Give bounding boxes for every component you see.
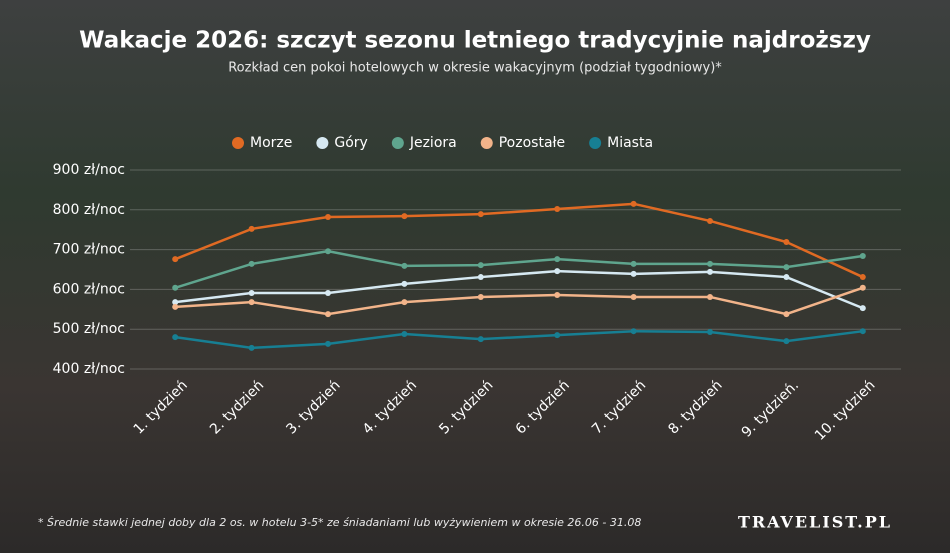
legend-label: Morze [250, 135, 292, 151]
data-point [477, 274, 484, 281]
data-point [248, 225, 255, 232]
data-point [630, 293, 637, 300]
data-point [630, 260, 637, 267]
series-line [174, 249, 863, 290]
data-point [401, 213, 408, 220]
data-point [630, 270, 637, 277]
data-point [783, 311, 790, 318]
data-point [554, 268, 561, 275]
data-point [477, 211, 484, 218]
data-point [783, 264, 790, 271]
data-point [325, 289, 331, 296]
data-point [248, 260, 255, 267]
legend-label: Pozostałe [499, 135, 565, 151]
data-point [554, 291, 561, 298]
y-tick-label: 500 zł/noc [53, 321, 125, 337]
data-point [325, 248, 331, 255]
y-tick-label: 800 zł/noc [53, 202, 125, 218]
data-point [172, 284, 179, 291]
legend-marker [232, 137, 244, 149]
data-point [630, 200, 637, 207]
series-line [175, 286, 864, 316]
data-point [707, 260, 713, 267]
legend-marker [480, 137, 493, 149]
data-point [172, 299, 179, 306]
data-point [859, 274, 866, 281]
data-point [783, 338, 790, 345]
series-line [174, 202, 864, 279]
data-point [172, 256, 179, 263]
data-point [783, 239, 790, 246]
legend-marker [391, 137, 404, 149]
data-point [630, 328, 637, 335]
data-point [707, 328, 713, 335]
series-line [175, 269, 864, 310]
data-point [859, 328, 866, 335]
data-point [401, 299, 408, 306]
data-point [248, 344, 255, 351]
data-point [325, 213, 331, 220]
data-point [477, 262, 484, 269]
data-point [554, 206, 561, 213]
legend-marker [316, 137, 329, 149]
data-point [859, 284, 866, 291]
data-point [401, 262, 408, 269]
data-point [401, 280, 408, 287]
data-point [707, 268, 713, 275]
data-point [172, 303, 179, 310]
data-point [554, 256, 561, 263]
data-point [477, 293, 484, 300]
legend-label: Jeziora [409, 135, 457, 151]
data-point [401, 330, 408, 337]
y-tick-label: 400 zł/noc [53, 361, 125, 377]
footnote: * Średnie stawki jednej doby dla 2 os. w… [38, 516, 641, 529]
data-point [248, 299, 255, 306]
y-tick-label: 700 zł/noc [53, 242, 125, 258]
data-point [707, 293, 713, 300]
data-point [325, 340, 331, 347]
legend-label: Miasta [607, 135, 653, 151]
data-point [859, 305, 866, 312]
chart-subtitle: Rozkład cen pokoi hotelowych w okresie w… [228, 61, 722, 76]
y-tick-label: 600 zł/noc [53, 281, 125, 297]
data-point [554, 332, 561, 339]
data-point [859, 252, 866, 259]
y-tick-label: 900 zł/noc [53, 162, 125, 178]
legend-label: Góry [334, 135, 367, 151]
legend-marker [589, 137, 602, 149]
data-point [248, 289, 255, 296]
data-point [172, 334, 179, 341]
chart-title: Wakacje 2026: szczyt sezonu letniego tra… [79, 28, 871, 54]
data-point [325, 311, 331, 318]
data-point [783, 274, 790, 281]
data-point [707, 217, 713, 224]
series-line [175, 329, 863, 350]
brand: TRAVELIST.PL [738, 513, 892, 532]
data-point [477, 336, 484, 343]
